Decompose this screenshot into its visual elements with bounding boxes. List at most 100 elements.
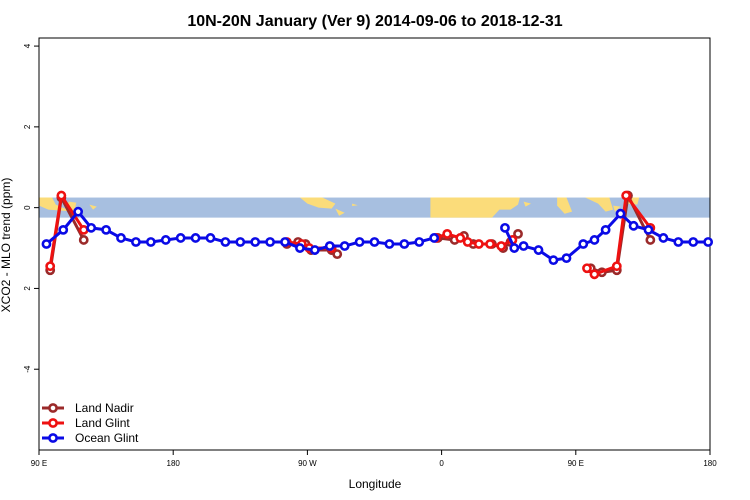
data-point <box>628 220 639 231</box>
y-axis-label: XCO2 - MLO trend (ppm) <box>0 178 13 313</box>
data-point <box>354 237 365 247</box>
map-land <box>557 197 573 214</box>
data-point <box>442 229 453 239</box>
data-point <box>615 208 626 219</box>
series-layer <box>41 190 714 280</box>
x-axis: 90 E 180 90 W 0 90 E 180 <box>31 450 717 468</box>
data-point <box>509 243 520 253</box>
data-point <box>611 261 622 272</box>
data-point <box>339 241 350 251</box>
data-point <box>190 233 201 243</box>
map-land <box>89 204 97 210</box>
data-point <box>295 243 305 253</box>
data-point <box>582 263 592 274</box>
y-tick-label: 2 <box>23 286 32 291</box>
data-point <box>250 237 261 247</box>
legend-item: Land Nadir <box>42 401 134 415</box>
map-land <box>613 205 621 212</box>
data-point <box>399 239 410 249</box>
data-point <box>496 241 507 251</box>
data-point <box>131 237 141 247</box>
data-point <box>658 233 669 243</box>
data-point <box>533 245 544 255</box>
data-point <box>645 235 656 245</box>
data-point <box>145 237 156 247</box>
data-point <box>235 237 246 247</box>
x-tick-label: 90 W <box>298 459 317 468</box>
series-ocean-glint <box>41 206 714 266</box>
data-point <box>280 237 290 247</box>
map-ocean <box>39 197 710 218</box>
data-point <box>78 235 89 245</box>
data-point <box>265 237 276 247</box>
data-point <box>621 190 632 201</box>
y-tick-label: 0 <box>23 205 32 210</box>
y-tick-label: -4 <box>23 365 32 373</box>
legend-label: Land Nadir <box>75 401 134 415</box>
y-axis: 4 2 0 2 -4 <box>23 43 39 373</box>
data-point <box>332 249 343 259</box>
legend-item: Land Glint <box>42 416 130 430</box>
data-point <box>589 235 600 245</box>
data-point <box>500 222 510 233</box>
data-point <box>86 222 97 233</box>
map-land <box>523 201 532 207</box>
data-point <box>73 206 84 217</box>
data-point <box>78 224 89 235</box>
data-point <box>160 235 171 245</box>
data-point <box>384 239 395 249</box>
data-point <box>548 255 559 266</box>
data-point <box>205 233 216 243</box>
data-point <box>175 233 186 243</box>
x-tick-label: 90 E <box>31 459 47 468</box>
series-line <box>503 212 709 262</box>
legend-swatch-marker <box>48 433 58 443</box>
map-land <box>335 208 345 216</box>
data-point <box>324 241 335 251</box>
data-point <box>45 261 56 272</box>
data-point <box>643 224 654 235</box>
x-tick-label: 90 E <box>568 459 584 468</box>
data-point <box>429 233 440 243</box>
map-land <box>585 197 614 212</box>
data-point <box>578 239 589 249</box>
data-point <box>703 237 714 247</box>
data-point <box>673 237 684 247</box>
y-tick-label: 2 <box>23 124 32 129</box>
data-point <box>101 224 111 235</box>
map-band <box>39 197 710 218</box>
x-tick-label: 180 <box>167 459 181 468</box>
data-point <box>485 239 495 249</box>
map-land <box>430 197 520 218</box>
data-point <box>600 224 611 235</box>
data-point <box>56 190 67 201</box>
legend-label: Land Glint <box>75 416 130 430</box>
map-land <box>299 197 336 209</box>
data-point <box>116 233 126 243</box>
legend-swatch-marker <box>48 403 58 413</box>
data-point <box>688 237 699 247</box>
data-point <box>561 253 572 264</box>
x-tick-label: 180 <box>703 459 717 468</box>
data-point <box>369 237 380 247</box>
x-tick-label: 0 <box>439 459 444 468</box>
data-point <box>414 237 425 247</box>
legend-label: Ocean Glint <box>75 431 139 445</box>
y-tick-label: 4 <box>23 43 32 48</box>
data-point <box>58 224 69 235</box>
data-point <box>462 237 473 247</box>
data-point <box>41 239 52 249</box>
data-point <box>455 233 466 243</box>
legend-swatch-marker <box>48 418 58 428</box>
data-point <box>220 237 231 247</box>
data-point <box>309 245 320 255</box>
x-axis-label: Longitude <box>349 477 402 491</box>
chart-title: 10N-20N January (Ver 9) 2014-09-06 to 20… <box>187 13 562 30</box>
data-point <box>473 239 484 249</box>
legend-item: Ocean Glint <box>42 431 139 445</box>
data-point <box>589 269 600 280</box>
data-point <box>518 241 529 251</box>
map-land <box>352 203 358 207</box>
